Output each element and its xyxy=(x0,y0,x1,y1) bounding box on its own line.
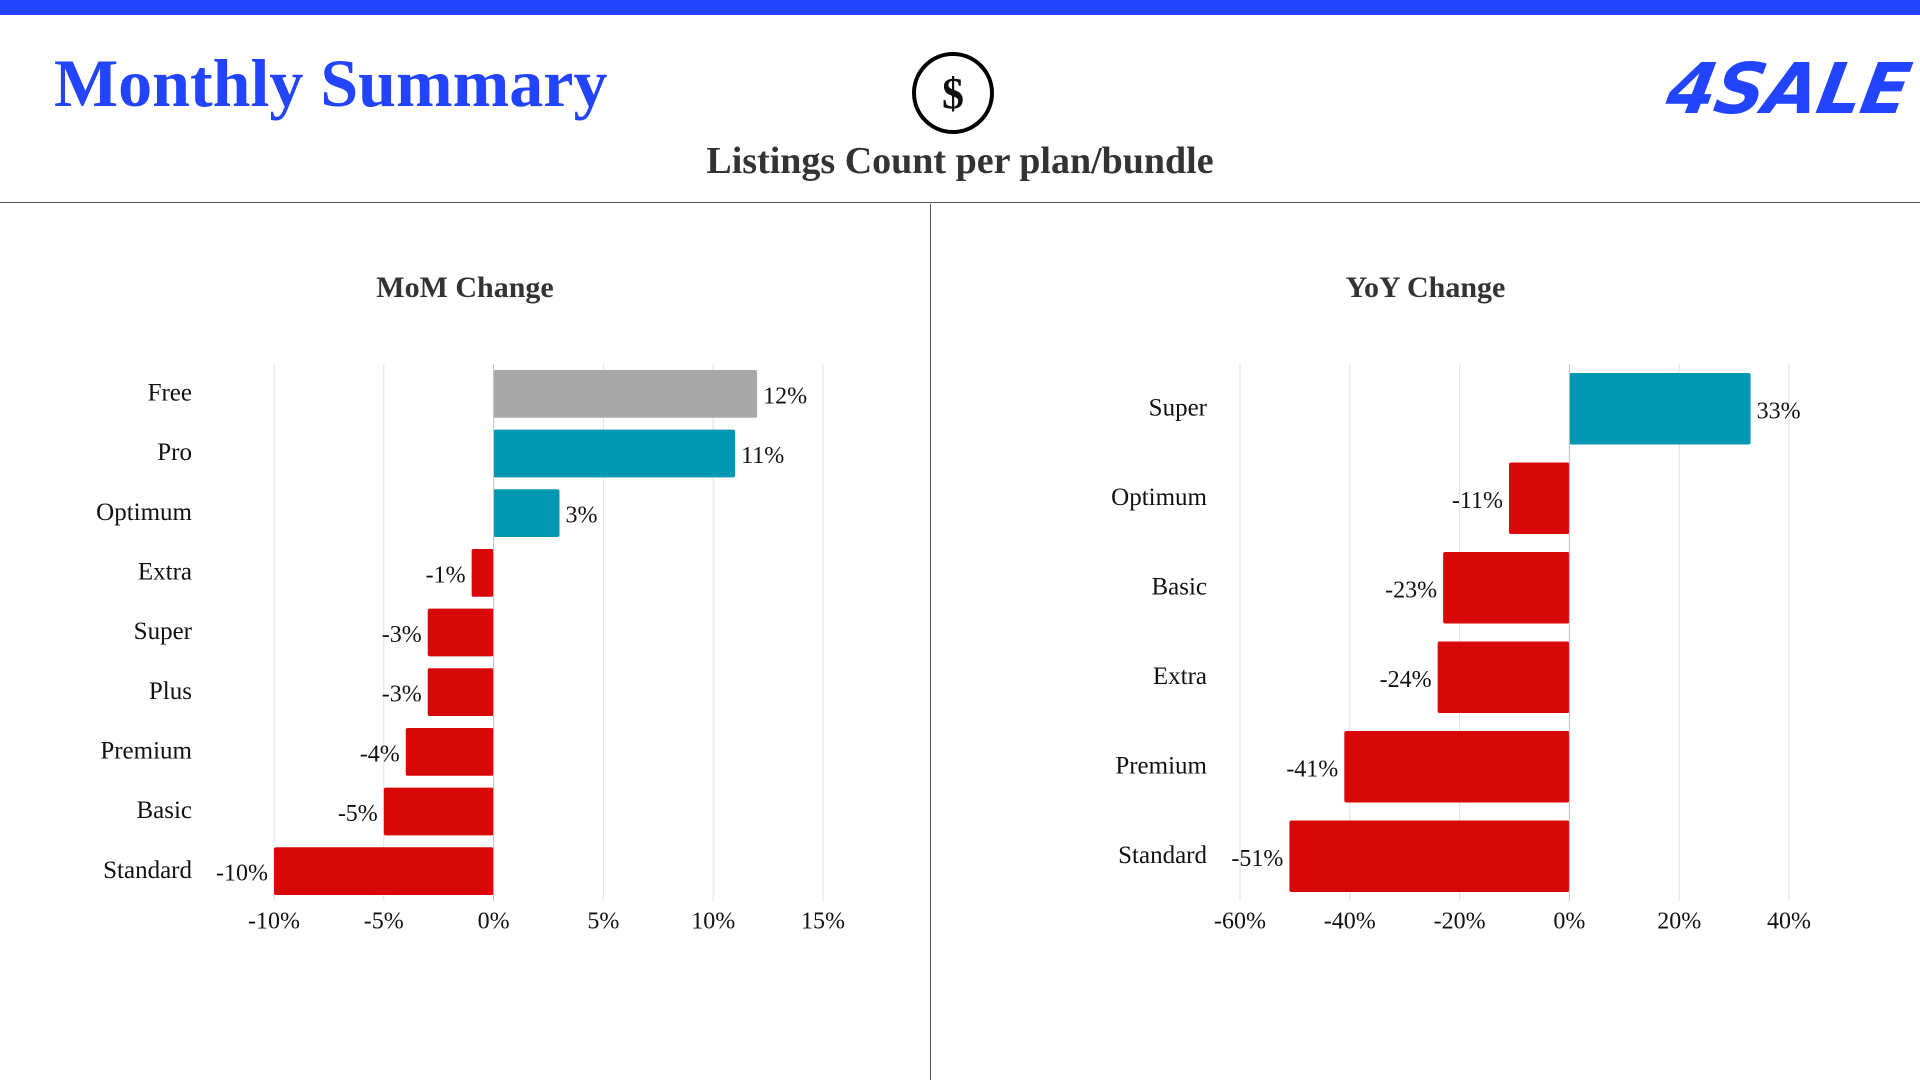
page-subtitle: Listings Count per plan/bundle xyxy=(706,140,1214,182)
page-title: Monthly Summary xyxy=(54,45,608,121)
yoy-bar xyxy=(1509,462,1570,535)
top-accent-bar xyxy=(0,0,1920,15)
mom-data-label: -5% xyxy=(338,801,378,827)
yoy-data-label: -23% xyxy=(1385,577,1437,603)
mom-chart: MoM Change Free 12% Pro 11% Optimum 3% Extra -1… xyxy=(0,204,930,1080)
yoy-category-label: Super xyxy=(1149,394,1208,421)
yoy-chart-title: YoY Change xyxy=(1345,271,1506,304)
mom-chart-title: MoM Change xyxy=(376,271,554,304)
yoy-chart: YoY Change Super 33% Optimum -11% Basic -23% E… xyxy=(931,204,1920,1080)
mom-bar xyxy=(383,787,494,836)
mom-tick-label: 10% xyxy=(691,909,735,935)
yoy-data-label: -11% xyxy=(1452,488,1503,514)
mom-category-label: Extra xyxy=(138,559,192,586)
yoy-category-label: Premium xyxy=(1115,752,1207,779)
mom-data-label: -3% xyxy=(382,622,422,648)
mom-category-label: Free xyxy=(148,380,192,407)
yoy-bar xyxy=(1569,372,1751,445)
mom-category-label: Plus xyxy=(149,678,192,705)
mom-category-label: Optimum xyxy=(96,499,192,526)
yoy-bar xyxy=(1289,820,1570,893)
mom-chart-plot: Free 12% Pro 11% Optimum 3% Extra -1% Super -3% Pl… xyxy=(96,364,845,935)
yoy-data-label: -24% xyxy=(1380,667,1432,693)
mom-category-label: Standard xyxy=(103,857,192,884)
mom-tick-label: -10% xyxy=(248,909,300,935)
mom-data-label: -10% xyxy=(216,861,268,887)
yoy-tick-label: 0% xyxy=(1553,909,1585,935)
mom-category-label: Premium xyxy=(100,738,192,765)
yoy-bar xyxy=(1437,641,1570,714)
brand-logo: 4SALE xyxy=(1660,48,1916,130)
mom-bar xyxy=(493,429,736,478)
svg-text:$: $ xyxy=(942,69,964,118)
yoy-data-label: 33% xyxy=(1757,398,1801,424)
yoy-tick-label: 20% xyxy=(1657,909,1701,935)
mom-data-label: 11% xyxy=(741,443,784,469)
yoy-tick-label: -20% xyxy=(1434,909,1486,935)
yoy-category-label: Basic xyxy=(1151,573,1207,600)
yoy-data-label: -41% xyxy=(1286,756,1338,782)
yoy-tick-label: -40% xyxy=(1324,909,1376,935)
mom-tick-label: 0% xyxy=(478,909,510,935)
yoy-tick-label: -60% xyxy=(1214,909,1266,935)
mom-bar xyxy=(471,548,494,597)
mom-data-label: -3% xyxy=(382,682,422,708)
mom-data-label: -4% xyxy=(360,741,400,767)
header-divider xyxy=(0,202,1920,203)
yoy-bar xyxy=(1344,730,1570,803)
mom-category-label: Super xyxy=(134,618,193,645)
yoy-bar xyxy=(1443,551,1570,624)
mom-data-label: -1% xyxy=(426,562,466,588)
mom-bar xyxy=(405,727,494,776)
mom-bar xyxy=(493,369,758,418)
yoy-tick-label: 40% xyxy=(1767,909,1811,935)
mom-bar xyxy=(427,668,494,717)
mom-data-label: 12% xyxy=(763,383,807,409)
yoy-category-label: Extra xyxy=(1153,663,1207,690)
yoy-data-label: -51% xyxy=(1231,846,1283,872)
mom-tick-label: 15% xyxy=(801,909,845,935)
yoy-category-label: Standard xyxy=(1118,842,1207,869)
mom-tick-label: 5% xyxy=(587,909,619,935)
mom-bar xyxy=(493,489,560,538)
mom-category-label: Basic xyxy=(136,797,192,824)
panel-divider xyxy=(930,204,931,1080)
dollar-coin-icon: $ xyxy=(912,52,994,134)
mom-bar xyxy=(274,847,494,896)
yoy-category-label: Optimum xyxy=(1111,484,1207,511)
mom-tick-label: -5% xyxy=(364,909,404,935)
mom-bar xyxy=(427,608,494,657)
yoy-chart-plot: Super 33% Optimum -11% Basic -23% Extra -24% Pre… xyxy=(1111,364,1811,935)
mom-data-label: 3% xyxy=(565,503,597,529)
mom-category-label: Pro xyxy=(157,439,192,466)
